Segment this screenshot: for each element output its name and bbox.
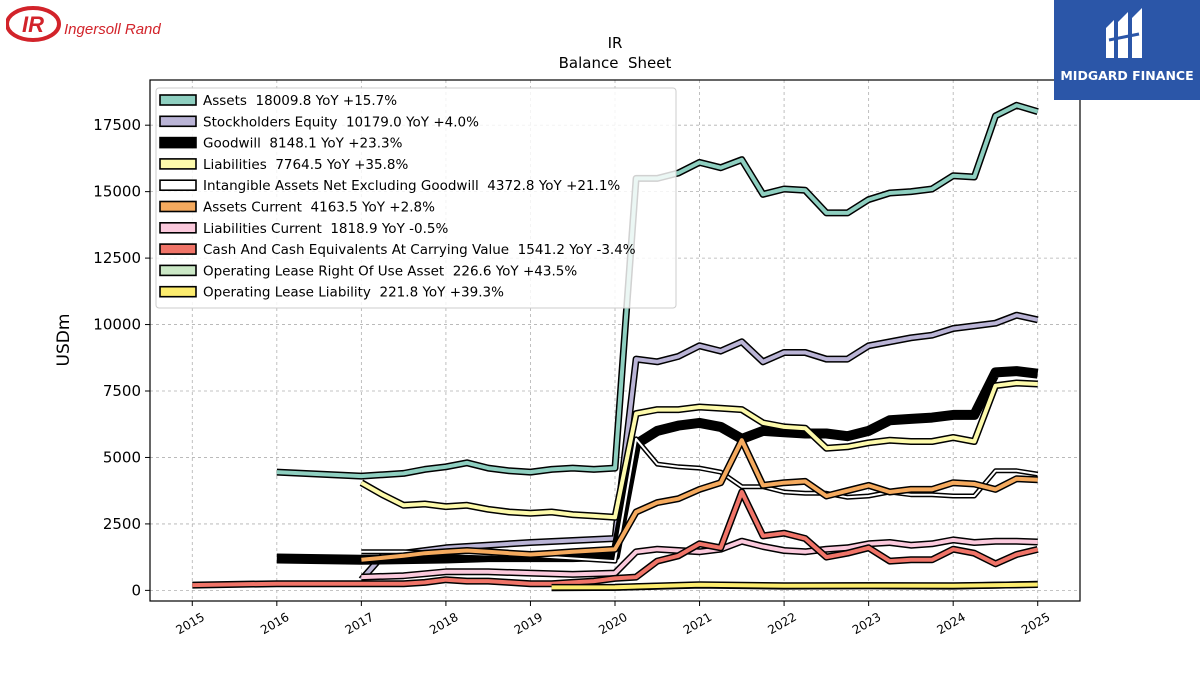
x-tick-label: 2018 <box>427 610 460 637</box>
legend-swatch <box>159 115 197 128</box>
legend-swatch <box>159 285 197 298</box>
y-axis-label: USDm <box>54 314 74 367</box>
y-tick-label: 12500 <box>93 249 141 267</box>
midgard-finance-logo: MIDGARD FINANCE <box>1054 0 1200 100</box>
legend-label: Intangible Assets Net Excluding Goodwill… <box>203 178 620 194</box>
y-tick-label: 10000 <box>93 316 141 334</box>
series-line-1 <box>359 313 1039 582</box>
x-tick-label: 2016 <box>258 610 291 637</box>
legend-label: Liabilities 7764.5 YoY +35.8% <box>203 157 408 173</box>
x-tick-label: 2023 <box>850 610 883 637</box>
series-line-0 <box>276 103 1039 479</box>
legend: Assets 18009.8 YoY +15.7% Stockholders Eq… <box>155 87 677 309</box>
legend-label: Goodwill 8148.1 YoY +23.3% <box>203 136 403 152</box>
x-tick-label: 2017 <box>343 610 376 637</box>
x-tick-label: 2025 <box>1019 610 1052 637</box>
ir-logo-mark: IR <box>22 12 44 37</box>
legend-label: Assets 18009.8 YoY +15.7% <box>203 93 397 109</box>
legend-swatch <box>159 243 197 255</box>
x-tick-label: 2024 <box>934 610 967 637</box>
legend-swatch <box>159 94 197 106</box>
y-tick-label: 17500 <box>93 116 141 134</box>
chart-title: IR <box>608 34 623 52</box>
y-tick-label: 7500 <box>103 382 141 400</box>
series-lines <box>192 101 1039 592</box>
series-line-5 <box>361 438 1038 562</box>
y-tick-label: 5000 <box>103 448 141 466</box>
series-line-9 <box>551 582 1038 590</box>
series-line-3 <box>360 381 1038 520</box>
legend-swatch <box>159 136 197 149</box>
series-line-4 <box>361 437 1038 563</box>
x-tick-label: 2020 <box>596 610 629 637</box>
legend-label: Cash And Cash Equivalents At Carrying Va… <box>203 242 636 258</box>
series-line-7 <box>192 490 1039 588</box>
legend-label: Assets Current 4163.5 YoY +2.8% <box>203 200 435 216</box>
y-tick-label: 2500 <box>103 515 141 533</box>
ir-logo-name: Ingersoll Rand <box>64 21 161 38</box>
x-tick-label: 2021 <box>681 610 714 637</box>
chart-subtitle: Balance Sheet <box>559 54 672 72</box>
legend-box <box>155 87 677 309</box>
legend-swatch <box>159 200 197 213</box>
legend-label: Stockholders Equity 10179.0 YoY +4.0% <box>203 114 479 130</box>
x-tick-label: 2019 <box>512 610 545 637</box>
series-line-6 <box>361 537 1038 580</box>
y-tick-label: 0 <box>131 581 141 599</box>
legend-swatch <box>159 222 197 234</box>
y-tick-label: 15000 <box>93 183 141 201</box>
legend-label: Liabilities Current 1818.9 YoY -0.5% <box>203 221 448 237</box>
x-tick-label: 2022 <box>765 610 798 637</box>
legend-label: Operating Lease Liability 221.8 YoY +39.… <box>203 285 504 301</box>
ingersoll-rand-logo: IR Ingersoll Rand <box>5 4 176 44</box>
legend-swatch <box>159 264 197 277</box>
legend-swatch <box>159 179 197 191</box>
ir-logo-ellipse <box>5 6 61 42</box>
legend-label: Operating Lease Right Of Use Asset 226.6… <box>203 263 577 279</box>
x-tick-label: 2015 <box>174 610 207 637</box>
midgard-mark-icon <box>1106 8 1142 58</box>
midgard-logo-name: MIDGARD FINANCE <box>1060 68 1194 83</box>
legend-swatch <box>159 158 197 170</box>
